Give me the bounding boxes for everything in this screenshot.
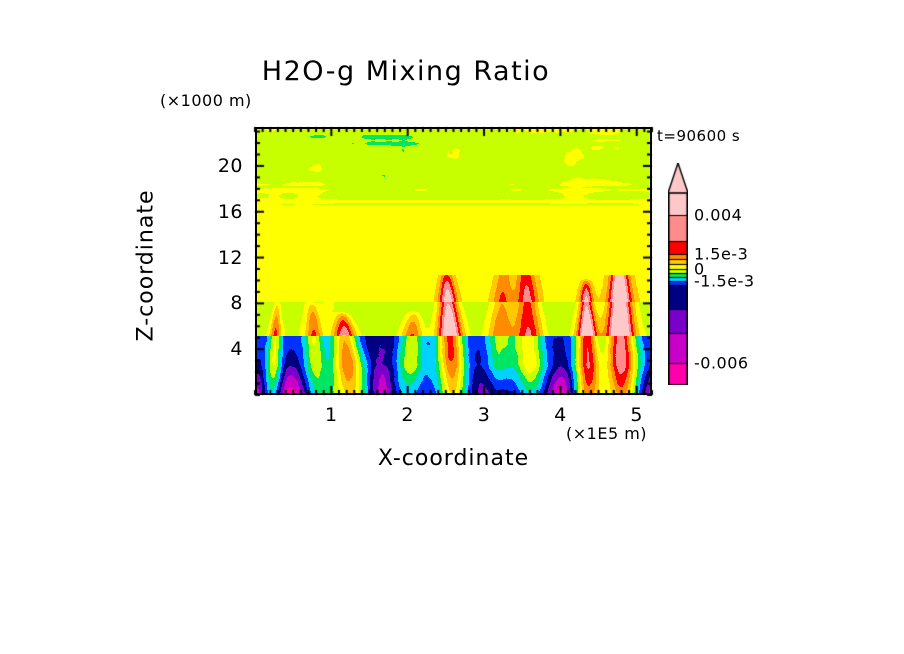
page-title: H2O-g Mixing Ratio	[261, 56, 551, 87]
y-tick-label: 12	[217, 246, 243, 269]
x-tick-label: 5	[630, 404, 644, 426]
colorbar-tick-label: 0	[694, 259, 705, 279]
x-axis-unit-label: (×1E5 m)	[566, 424, 648, 443]
time-annotation: t=90600 s	[657, 127, 741, 145]
colorbar-gradient	[668, 163, 688, 385]
y-tick-label: 16	[217, 200, 243, 223]
x-tick-label: 3	[477, 404, 491, 426]
x-axis-title: X-coordinate	[377, 446, 530, 471]
contour-field	[255, 127, 652, 395]
y-tick-label: 20	[217, 154, 243, 177]
y-axis-unit-label: (×1000 m)	[160, 91, 252, 110]
colorbar-tick-label: 0.004	[694, 205, 743, 225]
colorbar	[668, 163, 688, 385]
colorbar-tick-label: -0.006	[694, 353, 749, 373]
y-tick-label: 4	[230, 338, 243, 361]
colorbar-tick-label: 1.5e-3	[694, 244, 749, 264]
x-tick-label: 1	[325, 404, 338, 426]
y-tick-label: 8	[230, 292, 243, 315]
y-axis-title: Z-coordinate	[133, 189, 159, 342]
contour-plot-area	[243, 115, 664, 407]
x-tick-label: 2	[401, 404, 414, 426]
colorbar-tick-label: -1.5e-3	[694, 271, 755, 291]
x-tick-label: 4	[554, 404, 567, 426]
